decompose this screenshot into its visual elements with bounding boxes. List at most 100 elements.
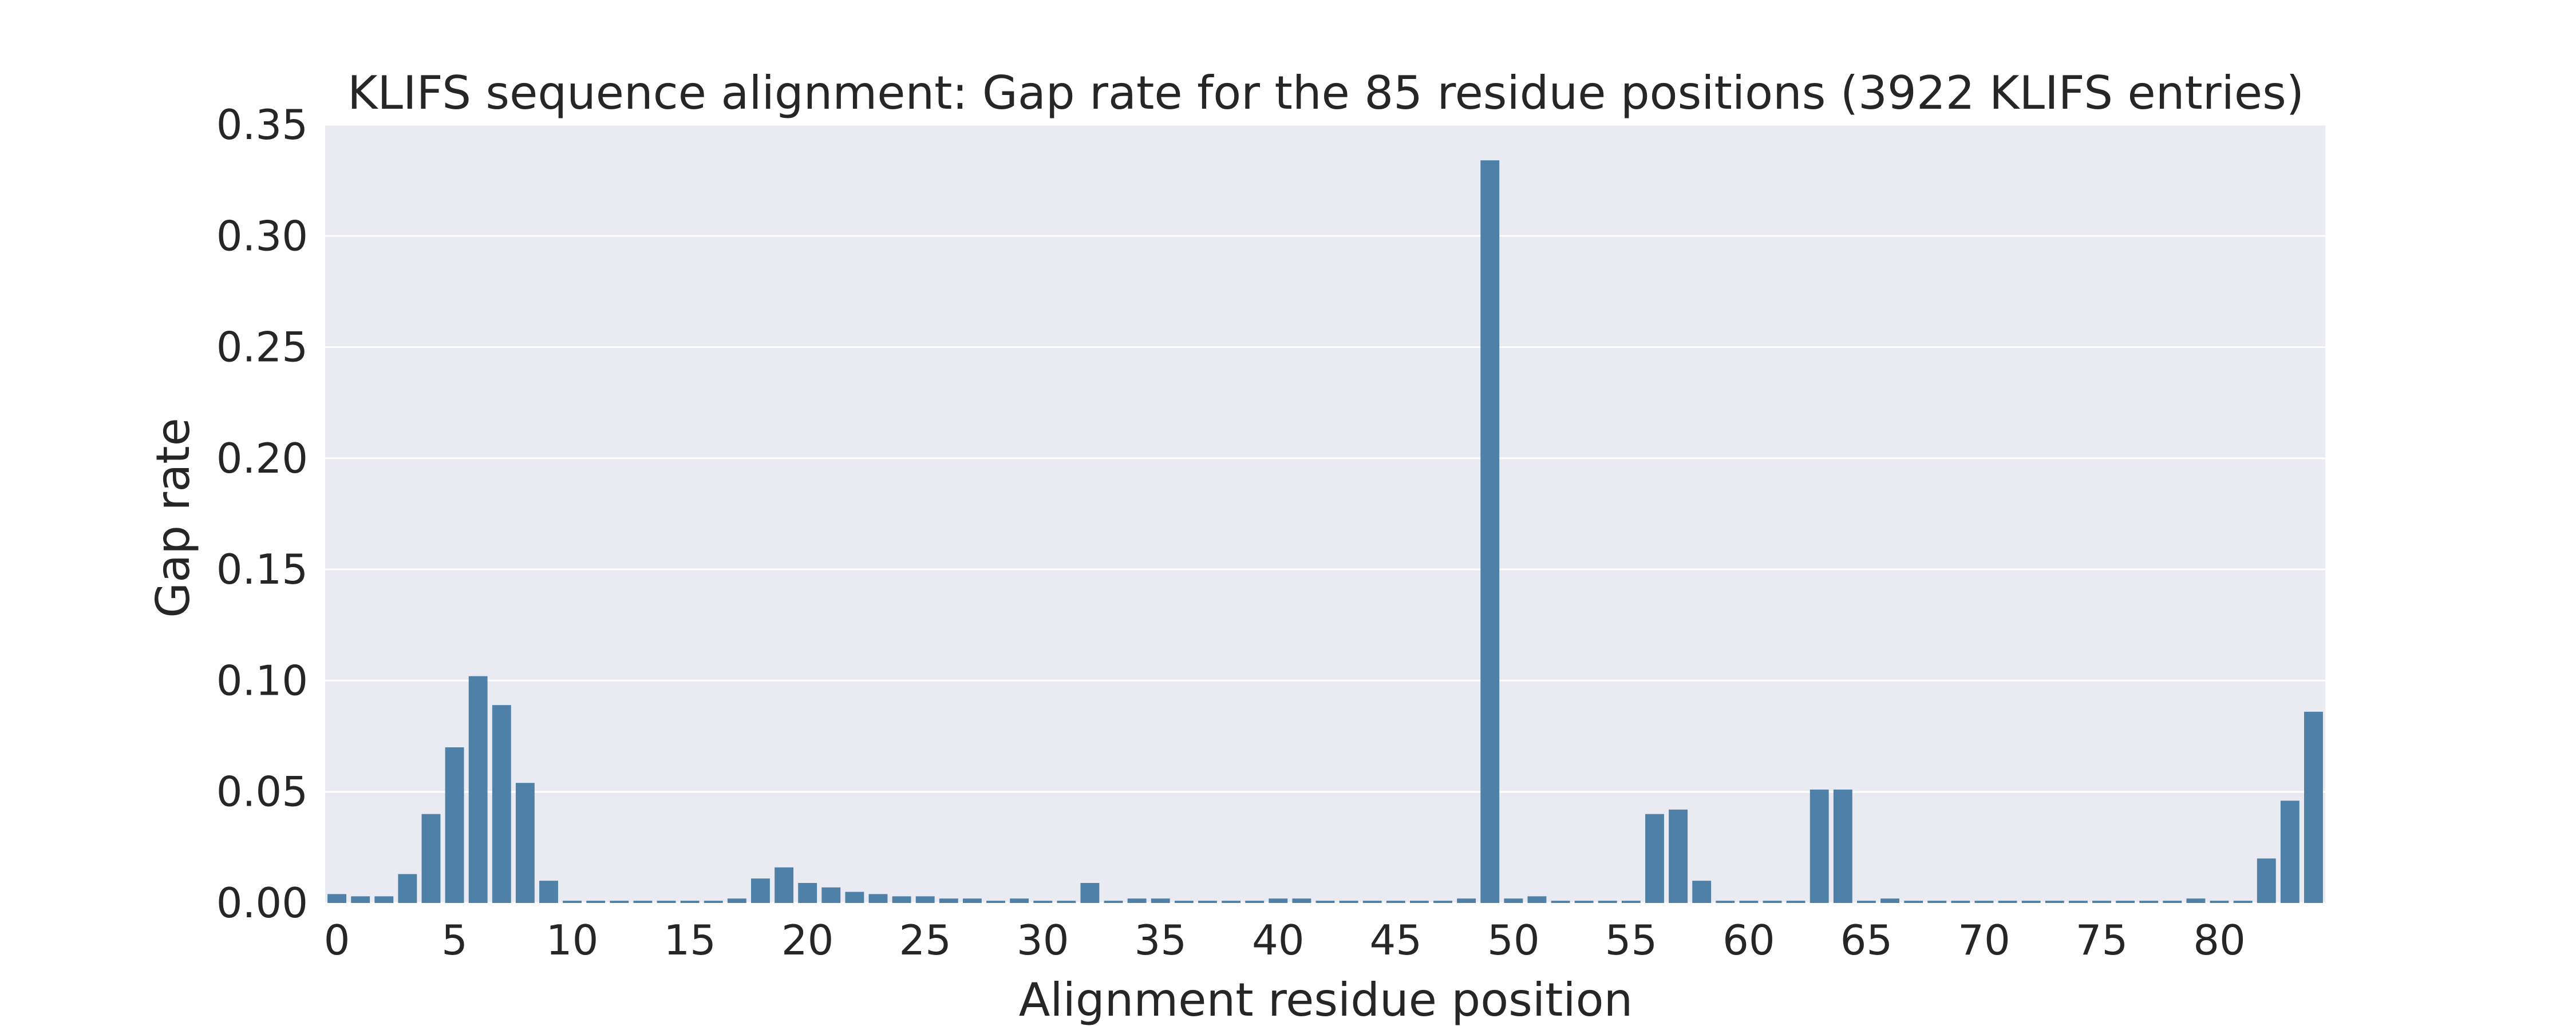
bar-position-44	[1362, 901, 1382, 903]
x-tick-label: 75	[2076, 916, 2128, 964]
bar-position-39	[1245, 901, 1265, 903]
y-tick-label: 0.30	[216, 212, 308, 260]
bar-position-48	[1457, 898, 1476, 903]
bar-position-29	[1010, 898, 1029, 903]
bar-position-9	[539, 881, 558, 903]
bar-position-6	[468, 676, 488, 903]
bar-position-72	[2021, 901, 2041, 903]
x-tick-label: 15	[663, 916, 716, 964]
bar-position-61	[1763, 901, 1782, 903]
bar-position-64	[1833, 789, 1852, 903]
bar-position-78	[2163, 901, 2182, 903]
x-tick-label: 5	[441, 916, 468, 964]
bar-position-47	[1433, 901, 1452, 903]
bar-position-34	[1127, 898, 1147, 903]
bar-position-45	[1386, 901, 1405, 903]
bar-position-76	[2116, 901, 2135, 903]
bar-position-40	[1269, 898, 1288, 903]
bar-position-42	[1315, 901, 1335, 903]
bar-position-68	[1927, 901, 1947, 903]
bar-position-19	[775, 867, 794, 903]
bar-position-17	[727, 898, 746, 903]
bar-position-23	[868, 894, 888, 903]
bar-position-70	[1974, 901, 1994, 903]
bar-position-32	[1080, 883, 1100, 903]
bar-position-20	[798, 883, 817, 903]
bar-position-1	[351, 896, 370, 903]
x-tick-label: 70	[1958, 916, 2010, 964]
x-tick-label: 45	[1370, 916, 1423, 964]
bar-position-4	[421, 814, 441, 903]
bar-position-52	[1551, 901, 1570, 903]
plot-background	[325, 125, 2325, 903]
bar-position-66	[1880, 898, 1899, 903]
bar-position-36	[1174, 901, 1194, 903]
bar-position-62	[1786, 901, 1805, 903]
bar-position-67	[1904, 901, 1923, 903]
bar-position-25	[915, 896, 935, 903]
bar-position-80	[2210, 901, 2229, 903]
chart-title: KLIFS sequence alignment: Gap rate for t…	[347, 66, 2304, 120]
y-tick-label: 0.25	[216, 323, 308, 371]
bar-position-58	[1692, 881, 1712, 903]
bar-position-12	[610, 901, 629, 903]
bar-position-30	[1033, 901, 1053, 903]
bar-position-5	[445, 747, 464, 903]
bar-position-18	[751, 878, 770, 903]
y-tick-label: 0.05	[216, 768, 308, 816]
bar-position-24	[892, 896, 911, 903]
bar-position-74	[2068, 901, 2088, 903]
y-tick-label: 0.15	[216, 545, 308, 593]
bar-position-41	[1292, 898, 1311, 903]
bar-position-22	[845, 892, 864, 903]
bar-position-3	[398, 874, 417, 903]
bar-position-55	[1621, 901, 1641, 903]
bar-position-13	[633, 901, 653, 903]
bar-position-69	[1951, 901, 1970, 903]
bar-position-15	[680, 901, 700, 903]
y-tick-label: 0.10	[216, 656, 308, 704]
bar-position-37	[1198, 901, 1217, 903]
bar-position-75	[2092, 901, 2111, 903]
bar-position-11	[586, 901, 606, 903]
x-tick-label: 25	[899, 916, 951, 964]
bar-position-50	[1504, 898, 1523, 903]
bar-position-65	[1856, 901, 1876, 903]
x-tick-label: 60	[1722, 916, 1775, 964]
bar-position-27	[962, 898, 982, 903]
bar-position-21	[821, 887, 841, 903]
bar-position-77	[2139, 901, 2159, 903]
x-tick-label: 30	[1017, 916, 1069, 964]
x-tick-label: 20	[781, 916, 834, 964]
x-tick-label: 65	[1840, 916, 1893, 964]
bar-position-73	[2045, 901, 2064, 903]
bar-position-84	[2304, 711, 2323, 903]
bar-position-54	[1598, 901, 1617, 903]
bar-position-82	[2257, 858, 2276, 903]
bar-position-56	[1645, 814, 1664, 903]
bar-position-16	[704, 901, 723, 903]
bar-position-53	[1574, 901, 1594, 903]
x-tick-label: 50	[1487, 916, 1540, 964]
bar-position-28	[986, 901, 1005, 903]
bar-position-59	[1716, 901, 1735, 903]
x-tick-label: 55	[1605, 916, 1658, 964]
bar-position-83	[2280, 801, 2300, 903]
bar-position-2	[374, 896, 394, 903]
bar-position-14	[657, 901, 676, 903]
x-tick-label: 0	[324, 916, 350, 964]
y-axis-label: Gap rate	[147, 418, 200, 618]
x-tick-labels: 0 5 10 15 20 25 30 35 40 45 50 55 60 65 70 75 80	[324, 916, 2246, 964]
bar-position-0	[327, 894, 346, 903]
bar-position-26	[939, 898, 958, 903]
gridlines	[325, 124, 2325, 904]
bars	[327, 160, 2323, 904]
bar-position-71	[1998, 901, 2017, 903]
bar-position-63	[1809, 789, 1829, 903]
bar-position-57	[1669, 809, 1688, 903]
y-tick-label: 0.20	[216, 434, 308, 482]
bar-position-33	[1104, 901, 1123, 903]
y-tick-labels: 0.00 0.05 0.10 0.15 0.20 0.25 0.30 0.35	[216, 101, 308, 927]
bar-position-81	[2233, 901, 2253, 903]
